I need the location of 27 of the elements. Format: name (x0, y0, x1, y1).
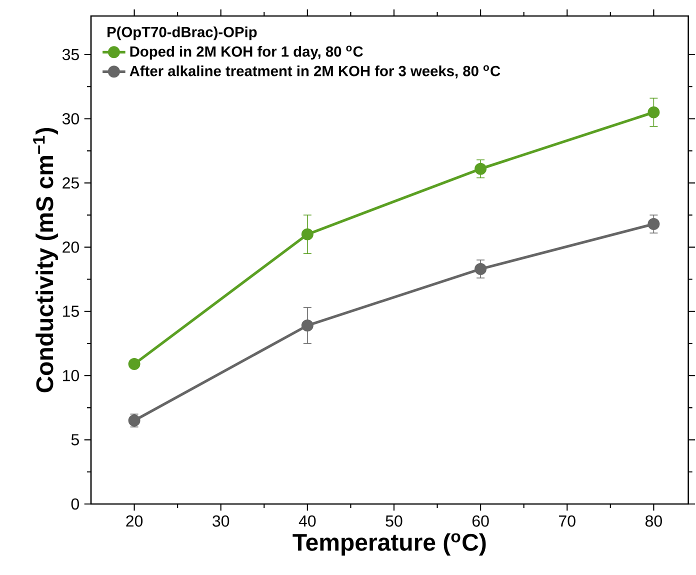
point (128, 358, 140, 370)
legend-title: P(OpT70-dBrac)-OPip (108, 26, 257, 40)
y-tick-label: 0 (71, 498, 80, 510)
y-tick-label: 10 (63, 370, 80, 382)
x-tick-label: 70 (559, 515, 576, 527)
point (474, 262, 487, 275)
point (301, 319, 314, 332)
x-tick-label: 20 (126, 515, 143, 527)
x-tick-label: 80 (645, 515, 662, 527)
y-tick-label: 30 (62, 113, 80, 124)
legend-label: Doped in 2M KOH for 1 day, 80 $^{o}$C (130, 46, 363, 60)
y-tick-label: 25 (62, 177, 79, 189)
y-tick-label: 20 (62, 242, 80, 253)
point (474, 162, 487, 175)
y-tick-label: 5 (71, 434, 79, 446)
point (648, 218, 660, 230)
x-tick-label: 60 (472, 515, 489, 527)
x-axis-title: Temperature ($^{o}$C) (292, 533, 486, 556)
y-axis-title: Conductivity (mS cm$^{−1}$) (33, 128, 58, 392)
legend-label: After alkaline treatment in 2M KOH for 3 weeks, 80 $^{o}$C (130, 65, 500, 78)
y-tick-label: 15 (63, 306, 79, 317)
point (648, 106, 660, 118)
x-tick-label: 30 (212, 515, 230, 527)
point (301, 228, 314, 240)
x-tick-label: 40 (298, 515, 316, 527)
y-tick-label: 35 (62, 48, 79, 60)
x-tick-label: 50 (386, 515, 402, 527)
